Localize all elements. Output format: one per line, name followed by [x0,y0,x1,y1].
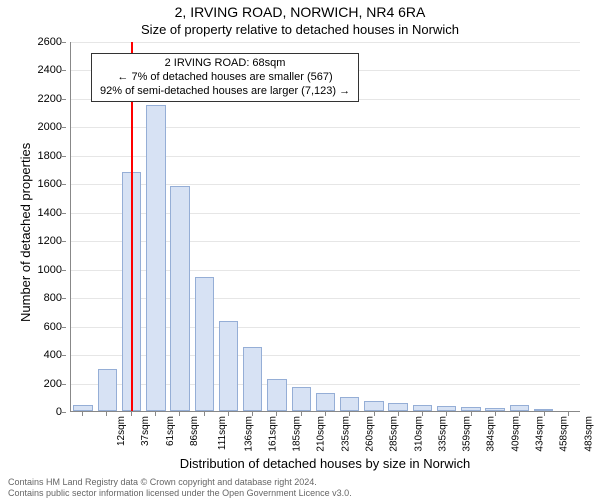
chart-title-desc: Size of property relative to detached ho… [0,22,600,37]
annotation-line3: 92% of semi-detached houses are larger (… [100,85,350,99]
x-axis-ticks: 12sqm 37sqm 61sqm 86sqm 111sqm 136sqm 161sqm 18… [70,412,580,462]
bar [510,405,529,411]
bar [461,407,480,411]
bar-slot [410,42,434,411]
bar [243,347,262,411]
y-tick: 800 [44,292,62,304]
x-tick: 359sqm [462,416,473,452]
y-tick: 1600 [38,178,62,190]
bar-slot [556,42,580,411]
y-tick: 2200 [38,93,62,105]
x-tick: 483sqm [583,416,594,452]
bar-slot [459,42,483,411]
x-tick: 161sqm [267,416,278,452]
x-tick: 37sqm [140,416,151,446]
annotation-line2: ← 7% of detached houses are smaller (567… [100,71,350,85]
bar-slot [362,42,386,411]
annotation-line1: 2 IRVING ROAD: 68sqm [100,57,350,71]
y-tick: 400 [44,349,62,361]
y-tick: 1800 [38,150,62,162]
x-tick: 61sqm [165,416,176,446]
x-tick: 409sqm [510,416,521,452]
bar-slot [435,42,459,411]
y-axis-ticks: 0200400600800100012001400160018002000220… [0,42,66,412]
bar [195,277,214,411]
x-tick: 310sqm [413,416,424,452]
bar [340,397,359,411]
x-tick: 235sqm [340,416,351,452]
x-tick: 384sqm [486,416,497,452]
x-tick: 111sqm [217,416,228,450]
plot-area: 2 IRVING ROAD: 68sqm ← 7% of detached ho… [70,42,580,412]
bar-slot [507,42,531,411]
bar [485,408,504,411]
y-tick: 0 [56,406,62,418]
bar [437,406,456,411]
chart-title-address: 2, IRVING ROAD, NORWICH, NR4 6RA [0,4,600,20]
bar [98,369,117,411]
x-tick: 12sqm [116,416,127,446]
annotation-box: 2 IRVING ROAD: 68sqm ← 7% of detached ho… [91,53,359,102]
bar [267,379,286,411]
x-tick: 260sqm [365,416,376,452]
x-tick: 86sqm [189,416,200,446]
bar [170,186,189,411]
bar [73,405,92,411]
x-tick: 210sqm [316,416,327,452]
x-tick: 434sqm [535,416,546,452]
bar [219,321,238,411]
y-tick: 1000 [38,264,62,276]
y-tick: 600 [44,321,62,333]
bar [292,387,311,411]
bar [534,409,553,411]
bar [316,393,335,412]
x-tick: 285sqm [389,416,400,452]
y-tick: 200 [44,378,62,390]
x-tick: 136sqm [243,416,254,452]
y-tick: 2400 [38,64,62,76]
x-tick: 458sqm [559,416,570,452]
chart-container: 2, IRVING ROAD, NORWICH, NR4 6RA Size of… [0,0,600,500]
bar [388,403,407,411]
bar-slot [386,42,410,411]
bar [364,401,383,411]
bar [413,405,432,411]
x-axis-label: Distribution of detached houses by size … [70,456,580,471]
footer: Contains HM Land Registry data © Crown c… [0,477,600,498]
y-tick: 1200 [38,235,62,247]
bar-slot [531,42,555,411]
bar-slot [483,42,507,411]
footer-line1: Contains HM Land Registry data © Crown c… [8,477,592,487]
y-tick: 2000 [38,121,62,133]
x-tick: 185sqm [292,416,303,452]
y-tick: 2600 [38,36,62,48]
y-tick: 1400 [38,207,62,219]
x-tick: 335sqm [437,416,448,452]
bar [146,105,165,411]
footer-line2: Contains public sector information licen… [8,488,592,498]
